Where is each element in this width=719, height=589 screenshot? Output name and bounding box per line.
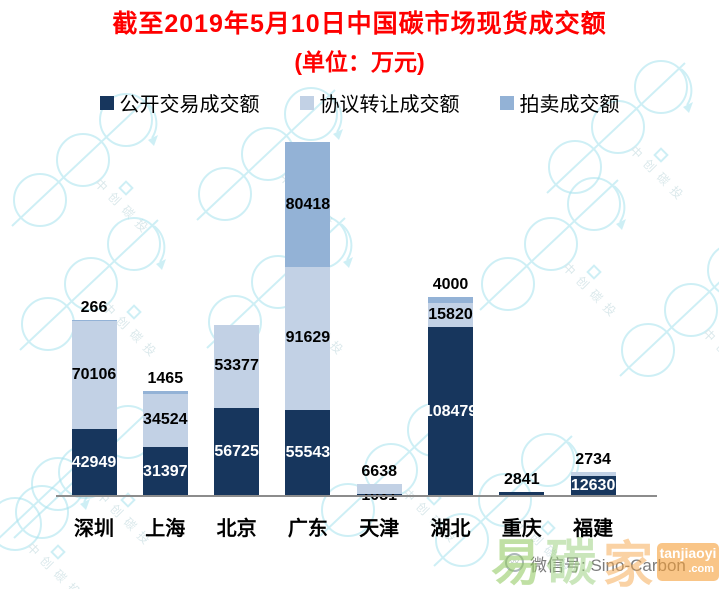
- value-label-福建-1: 2734: [575, 451, 611, 469]
- value-label-广东-0: 55543: [285, 443, 331, 461]
- chart-title: 截至2019年5月10日中国碳市场现货成交额: [112, 10, 607, 38]
- value-label-福建-0: 12630: [570, 477, 616, 495]
- bar-segment-湖北-2: [428, 296, 473, 303]
- chart-subtitle: (单位：万元): [294, 49, 425, 75]
- legend-swatch-agreement-transfer: [299, 95, 314, 110]
- category-label-广东: 广东: [287, 518, 328, 540]
- legend: 公开交易成交额 协议转让成交额 拍卖成交额: [0, 88, 719, 117]
- bar-segment-上海-2: [142, 391, 188, 394]
- value-label-湖北-1: 15820: [428, 306, 473, 324]
- category-label-北京: 北京: [216, 518, 257, 540]
- category-label-深圳: 深圳: [74, 518, 114, 540]
- legend-label-agreement-transfer: 协议转让成交额: [319, 94, 460, 116]
- bar-segment-福建-0: [570, 476, 616, 496]
- value-label-上海-1: 34524: [143, 411, 188, 429]
- bar-segment-湖北-0: [428, 327, 473, 496]
- value-label-重庆-0: 2841: [504, 470, 540, 488]
- x-axis-line: [56, 495, 657, 497]
- value-label-上海-0: 31397: [143, 462, 188, 480]
- value-label-深圳-0: 42949: [71, 453, 117, 471]
- value-label-湖北-2: 4000: [432, 275, 469, 293]
- bar-segment-重庆-0: [499, 491, 545, 496]
- value-label-北京-0: 56725: [214, 442, 259, 460]
- bar-segment-深圳-0: [71, 429, 117, 496]
- legend-item-open-trade: 公开交易成交额: [99, 88, 260, 117]
- legend-swatch-open-trade: [99, 95, 114, 110]
- value-label-广东-1: 91629: [285, 329, 331, 347]
- legend-item-auction: 拍卖成交额: [499, 88, 620, 117]
- legend-swatch-auction: [499, 95, 514, 110]
- bar-segment-广东-2: [285, 142, 331, 268]
- bar-segment-湖北-1: [428, 302, 473, 328]
- bar-segment-福建-1: [570, 472, 616, 477]
- value-label-湖北-0: 108479: [423, 402, 478, 420]
- category-label-重庆: 重庆: [501, 518, 542, 540]
- bar-segment-上海-1: [142, 393, 188, 448]
- category-label-福建: 福建: [573, 518, 614, 540]
- legend-item-agreement-transfer: 协议转让成交额: [299, 88, 460, 117]
- bar-segment-广东-0: [285, 409, 331, 496]
- legend-label-open-trade: 公开交易成交额: [119, 94, 260, 116]
- value-label-上海-2: 1465: [147, 370, 184, 388]
- value-label-天津-1: 6638: [361, 463, 397, 481]
- category-label-湖北: 湖北: [430, 518, 471, 540]
- value-label-深圳-1: 70106: [71, 365, 117, 383]
- value-label-深圳-2: 266: [80, 298, 108, 316]
- bar-segment-广东-1: [285, 267, 331, 410]
- category-label-天津: 天津: [359, 518, 400, 540]
- value-label-北京-1: 53377: [214, 357, 259, 375]
- bar-segment-深圳-1: [71, 320, 117, 430]
- legend-label-auction: 拍卖成交额: [519, 94, 620, 116]
- bar-segment-北京-1: [214, 324, 260, 408]
- bar-segment-北京-0: [214, 407, 260, 496]
- bar-segment-天津-1: [356, 484, 402, 495]
- category-label-上海: 上海: [145, 518, 186, 540]
- value-label-广东-2: 80418: [285, 195, 331, 213]
- bar-segment-上海-0: [142, 447, 188, 496]
